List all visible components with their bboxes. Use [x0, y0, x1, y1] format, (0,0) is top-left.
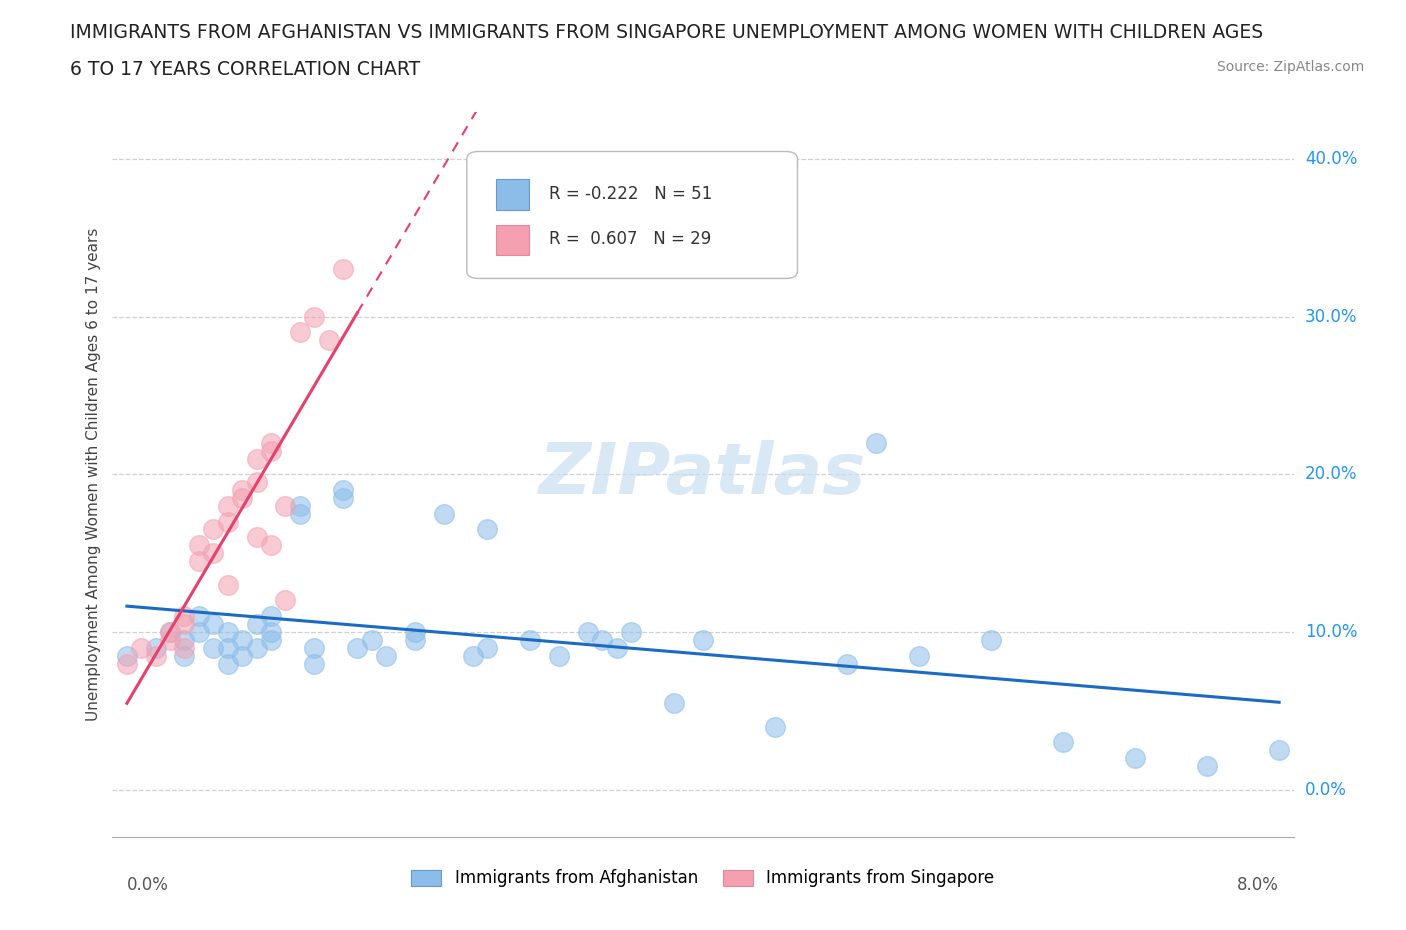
Point — [202, 522, 225, 537]
Point — [1197, 759, 1219, 774]
Point — [692, 632, 714, 647]
Point — [245, 641, 267, 656]
Point — [187, 625, 209, 640]
Text: 0.0%: 0.0% — [127, 876, 169, 895]
Point — [231, 632, 253, 647]
Point — [288, 498, 311, 513]
Text: Source: ZipAtlas.com: Source: ZipAtlas.com — [1216, 60, 1364, 74]
Point — [260, 609, 283, 624]
Point — [231, 648, 253, 663]
Point — [187, 553, 209, 568]
FancyBboxPatch shape — [467, 152, 797, 278]
Point — [173, 609, 195, 624]
Point — [461, 648, 484, 663]
Point — [302, 656, 325, 671]
Point — [231, 490, 253, 505]
Point — [835, 656, 858, 671]
Point — [433, 506, 456, 521]
Text: 0.0%: 0.0% — [1305, 780, 1347, 799]
Point — [606, 641, 628, 656]
Point — [260, 632, 283, 647]
Point — [217, 578, 239, 592]
Point — [332, 483, 354, 498]
Point — [404, 625, 426, 640]
Point — [173, 648, 195, 663]
Point — [475, 522, 498, 537]
Point — [260, 444, 283, 458]
Point — [202, 641, 225, 656]
Point — [288, 506, 311, 521]
Text: R =  0.607   N = 29: R = 0.607 N = 29 — [550, 231, 711, 248]
Point — [332, 262, 354, 277]
Point — [1123, 751, 1146, 765]
Point — [375, 648, 398, 663]
Point — [346, 641, 368, 656]
Point — [173, 641, 195, 656]
Point — [475, 641, 498, 656]
Point — [980, 632, 1002, 647]
Point — [159, 625, 181, 640]
Point — [664, 696, 686, 711]
Point — [217, 656, 239, 671]
Text: IMMIGRANTS FROM AFGHANISTAN VS IMMIGRANTS FROM SINGAPORE UNEMPLOYMENT AMONG WOME: IMMIGRANTS FROM AFGHANISTAN VS IMMIGRANT… — [70, 23, 1264, 42]
Point — [274, 593, 297, 608]
Point — [763, 719, 786, 734]
Point — [159, 632, 181, 647]
Point — [1052, 735, 1074, 750]
Point — [217, 514, 239, 529]
Point — [332, 490, 354, 505]
Point — [260, 538, 283, 552]
Point — [245, 617, 267, 631]
Point — [260, 625, 283, 640]
Point — [115, 656, 138, 671]
Point — [245, 474, 267, 489]
Point — [404, 632, 426, 647]
Text: 30.0%: 30.0% — [1305, 308, 1358, 326]
Point — [302, 309, 325, 324]
Point — [187, 538, 209, 552]
Point — [217, 625, 239, 640]
Point — [115, 648, 138, 663]
Text: ZIPatlas: ZIPatlas — [540, 440, 866, 509]
Point — [187, 609, 209, 624]
Text: 20.0%: 20.0% — [1305, 465, 1358, 484]
Point — [1268, 743, 1291, 758]
Text: R = -0.222   N = 51: R = -0.222 N = 51 — [550, 184, 713, 203]
Point — [217, 498, 239, 513]
Text: 10.0%: 10.0% — [1305, 623, 1358, 641]
Point — [217, 641, 239, 656]
Point — [576, 625, 599, 640]
FancyBboxPatch shape — [496, 225, 530, 255]
Point — [318, 333, 340, 348]
Point — [620, 625, 643, 640]
Point — [245, 451, 267, 466]
Y-axis label: Unemployment Among Women with Children Ages 6 to 17 years: Unemployment Among Women with Children A… — [86, 228, 101, 721]
FancyBboxPatch shape — [496, 179, 530, 209]
Point — [145, 641, 167, 656]
Point — [173, 617, 195, 631]
Point — [159, 625, 181, 640]
Point — [245, 530, 267, 545]
Point — [260, 435, 283, 450]
Point — [908, 648, 931, 663]
Point — [865, 435, 887, 450]
Point — [231, 483, 253, 498]
Point — [288, 325, 311, 339]
Point — [202, 617, 225, 631]
Point — [548, 648, 571, 663]
Legend: Immigrants from Afghanistan, Immigrants from Singapore: Immigrants from Afghanistan, Immigrants … — [405, 863, 1001, 894]
Point — [173, 632, 195, 647]
Point — [202, 546, 225, 561]
Text: 6 TO 17 YEARS CORRELATION CHART: 6 TO 17 YEARS CORRELATION CHART — [70, 60, 420, 79]
Point — [360, 632, 382, 647]
Point — [274, 498, 297, 513]
Point — [145, 648, 167, 663]
Text: 40.0%: 40.0% — [1305, 150, 1357, 168]
Point — [302, 641, 325, 656]
Point — [129, 641, 152, 656]
Point — [519, 632, 541, 647]
Point — [591, 632, 613, 647]
Text: 8.0%: 8.0% — [1237, 876, 1279, 895]
